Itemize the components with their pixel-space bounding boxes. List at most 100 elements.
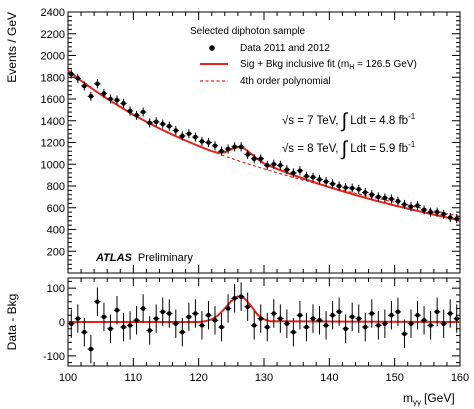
data-marker xyxy=(349,314,355,320)
data-marker xyxy=(82,83,87,89)
data-marker xyxy=(362,190,368,195)
data-marker xyxy=(317,318,322,323)
data-marker xyxy=(264,324,270,330)
signal-plus-background-curve xyxy=(68,295,461,323)
data-marker xyxy=(343,185,348,190)
data-marker xyxy=(323,179,329,184)
data-point xyxy=(218,146,225,156)
data-point xyxy=(349,183,356,193)
lumi-2011-integral: ∫ xyxy=(341,110,349,132)
residual-data-point xyxy=(81,317,88,347)
lumi-annotation-2012: √s = 8 TeV, ∫ Ldt = 5.9 fb-1 xyxy=(282,138,416,160)
residual-data-point xyxy=(355,304,362,333)
residual-data-point xyxy=(179,317,186,347)
legend-header: Selected diphoton sample xyxy=(190,26,306,37)
data-marker xyxy=(199,323,205,328)
residual-data-point xyxy=(211,306,219,335)
residual-data-point xyxy=(146,316,153,345)
data-marker xyxy=(134,318,139,323)
x-tick-label: 140 xyxy=(320,372,338,384)
data-marker xyxy=(434,209,440,215)
data-marker xyxy=(173,321,179,326)
data-marker xyxy=(193,134,198,140)
residual-data-point xyxy=(172,309,179,338)
residual-data-point xyxy=(388,301,395,330)
residual-data-point xyxy=(283,309,291,338)
data-point xyxy=(453,214,460,224)
legend-fit-label-text: Sig + Bkg inclusive fit (m xyxy=(240,59,349,70)
data-marker xyxy=(336,309,342,315)
residual-data-point xyxy=(427,311,434,340)
data-marker xyxy=(395,309,401,315)
data-point xyxy=(74,73,81,83)
atlas-status: Preliminary xyxy=(138,252,194,264)
data-point xyxy=(146,118,153,128)
atlas-brand: ATLAS xyxy=(95,252,133,264)
data-marker xyxy=(271,311,277,316)
data-point xyxy=(335,181,343,191)
main-axis-ticks: 200 400 600 800 1000 1200 1400 1600 1800 2000 2200… xyxy=(41,7,461,274)
data-marker xyxy=(408,321,414,326)
data-marker xyxy=(232,296,237,301)
data-point xyxy=(120,98,127,108)
data-point xyxy=(113,95,121,105)
data-marker xyxy=(238,144,244,150)
data-marker xyxy=(180,133,185,139)
data-marker xyxy=(362,324,368,330)
data-point xyxy=(342,183,349,193)
residual-data-point xyxy=(420,306,428,335)
residual-data-point xyxy=(198,311,206,340)
residual-data-point xyxy=(205,301,212,330)
data-marker xyxy=(251,323,257,328)
data-marker xyxy=(251,156,257,162)
data-point xyxy=(94,79,101,89)
data-marker xyxy=(428,323,433,328)
data-marker xyxy=(219,324,224,330)
residual-y-axis-title: Data - Bkg xyxy=(5,294,19,351)
data-marker xyxy=(134,113,139,118)
data-marker xyxy=(389,196,394,202)
data-marker xyxy=(88,93,94,99)
data-point xyxy=(87,91,95,101)
data-point xyxy=(414,201,421,211)
main-y-tick-label: 1800 xyxy=(41,72,65,84)
residual-data-point xyxy=(133,306,140,335)
data-marker xyxy=(153,316,159,321)
lumi-annotation-2011: √s = 7 TeV, ∫ Ldt = 4.8 fb-1 xyxy=(282,110,416,132)
data-point xyxy=(231,142,238,152)
data-marker xyxy=(75,76,81,81)
main-y-tick-label: 200 xyxy=(47,246,65,258)
lumi-2011-text: √s = 7 TeV, ∫ Ldt = 4.8 fb-1 xyxy=(282,110,416,132)
data-marker xyxy=(238,294,244,299)
residual-data-point xyxy=(159,297,166,327)
residual-data-point xyxy=(244,292,251,321)
residual-data-point xyxy=(94,287,101,316)
data-marker xyxy=(271,161,277,167)
residual-data-point xyxy=(68,309,75,338)
data-marker xyxy=(101,314,107,320)
data-marker xyxy=(108,326,113,332)
legend-fit-mass-value: = 126.5 GeV) xyxy=(354,59,417,70)
data-point xyxy=(316,174,323,185)
data-point xyxy=(153,117,160,127)
data-marker xyxy=(376,194,381,200)
data-marker xyxy=(160,121,166,127)
data-marker xyxy=(369,192,375,197)
data-marker xyxy=(140,109,146,115)
residual-data-point xyxy=(381,309,389,338)
data-point xyxy=(68,69,75,79)
residual-data-point xyxy=(74,304,81,333)
res-y-tick-label: 100 xyxy=(47,283,65,295)
data-point xyxy=(166,121,173,131)
data-marker xyxy=(304,324,309,330)
data-marker xyxy=(415,203,420,208)
data-marker xyxy=(225,306,231,311)
lumi-2011-sqrt: √s xyxy=(282,114,294,127)
residual-data-point xyxy=(107,314,114,343)
main-y-axis-title: Events / GeV xyxy=(5,12,19,83)
data-point xyxy=(433,207,441,217)
residual-data-point xyxy=(251,311,258,340)
data-marker xyxy=(147,328,152,333)
data-marker xyxy=(180,329,185,335)
